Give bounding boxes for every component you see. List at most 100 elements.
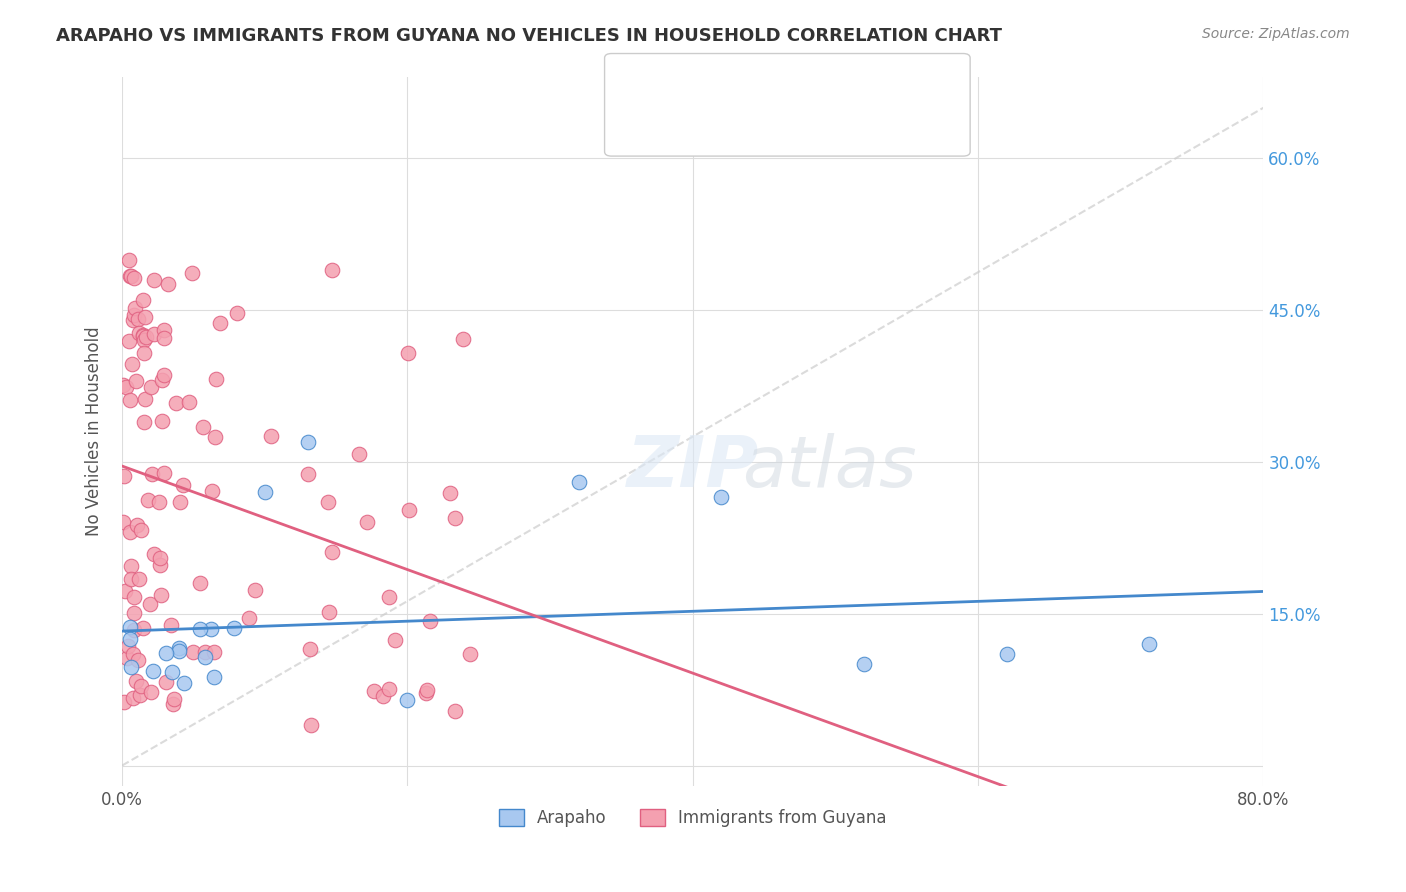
Immigrants from Guyana	[121, 357, 143, 371]
Immigrants from Guyana	[363, 683, 385, 698]
Immigrants from Guyana	[134, 310, 156, 324]
Immigrants from Guyana	[153, 331, 176, 345]
Arapaho	[202, 669, 225, 683]
Arapaho	[120, 620, 142, 634]
Immigrants from Guyana	[204, 430, 226, 444]
Immigrants from Guyana	[122, 623, 145, 637]
Immigrants from Guyana	[142, 273, 165, 287]
Immigrants from Guyana	[384, 632, 406, 647]
Arapaho	[200, 623, 222, 637]
Immigrants from Guyana	[141, 380, 163, 394]
Immigrants from Guyana	[132, 415, 155, 429]
Immigrants from Guyana	[114, 379, 136, 393]
Immigrants from Guyana	[396, 346, 419, 360]
Immigrants from Guyana	[121, 691, 143, 706]
Arapaho	[297, 434, 319, 449]
Immigrants from Guyana	[122, 313, 145, 327]
Immigrants from Guyana	[112, 469, 135, 483]
Text: ARAPAHO VS IMMIGRANTS FROM GUYANA NO VEHICLES IN HOUSEHOLD CORRELATION CHART: ARAPAHO VS IMMIGRANTS FROM GUYANA NO VEH…	[56, 27, 1002, 45]
Immigrants from Guyana	[132, 333, 155, 347]
Immigrants from Guyana	[125, 517, 148, 532]
Immigrants from Guyana	[118, 252, 141, 267]
Immigrants from Guyana	[142, 547, 165, 561]
Arapaho	[155, 646, 177, 660]
Immigrants from Guyana	[419, 614, 441, 628]
Immigrants from Guyana	[181, 645, 204, 659]
Immigrants from Guyana	[152, 323, 174, 337]
Immigrants from Guyana	[238, 610, 260, 624]
Immigrants from Guyana	[201, 484, 224, 499]
Immigrants from Guyana	[134, 392, 156, 406]
Immigrants from Guyana	[128, 326, 150, 341]
Immigrants from Guyana	[156, 277, 179, 291]
Arapaho	[852, 657, 875, 672]
Arapaho	[194, 650, 217, 665]
Immigrants from Guyana	[132, 328, 155, 343]
Immigrants from Guyana	[132, 346, 155, 360]
Immigrants from Guyana	[139, 597, 162, 611]
Immigrants from Guyana	[112, 695, 135, 709]
Immigrants from Guyana	[120, 392, 142, 407]
Immigrants from Guyana	[124, 309, 146, 323]
Text: Source: ZipAtlas.com: Source: ZipAtlas.com	[1202, 27, 1350, 41]
Immigrants from Guyana	[128, 572, 150, 586]
Immigrants from Guyana	[153, 467, 176, 481]
Immigrants from Guyana	[132, 293, 155, 307]
Immigrants from Guyana	[111, 516, 134, 530]
Immigrants from Guyana	[318, 605, 340, 619]
Immigrants from Guyana	[444, 704, 467, 718]
Text: R =  0.023    N = 22: R = 0.023 N = 22	[647, 85, 814, 103]
Immigrants from Guyana	[141, 685, 163, 699]
Immigrants from Guyana	[172, 477, 194, 491]
Immigrants from Guyana	[127, 312, 149, 326]
Immigrants from Guyana	[127, 653, 149, 667]
Immigrants from Guyana	[443, 510, 465, 524]
Immigrants from Guyana	[132, 328, 155, 343]
Immigrants from Guyana	[115, 651, 138, 665]
Immigrants from Guyana	[122, 647, 145, 661]
Immigrants from Guyana	[150, 588, 173, 602]
Immigrants from Guyana	[153, 368, 176, 383]
Immigrants from Guyana	[347, 446, 370, 460]
Immigrants from Guyana	[162, 697, 184, 711]
Immigrants from Guyana	[191, 420, 214, 434]
Immigrants from Guyana	[181, 266, 204, 280]
Immigrants from Guyana	[125, 374, 148, 388]
Immigrants from Guyana	[194, 644, 217, 658]
Immigrants from Guyana	[120, 268, 142, 283]
Immigrants from Guyana	[129, 680, 152, 694]
Arapaho	[222, 621, 245, 635]
Immigrants from Guyana	[321, 544, 343, 558]
Immigrants from Guyana	[297, 467, 319, 482]
Immigrants from Guyana	[226, 306, 249, 320]
Y-axis label: No Vehicles in Household: No Vehicles in Household	[86, 326, 103, 536]
Arapaho	[710, 491, 733, 505]
Immigrants from Guyana	[165, 396, 187, 410]
Immigrants from Guyana	[377, 590, 399, 604]
Arapaho	[118, 632, 141, 646]
Legend: Arapaho, Immigrants from Guyana: Arapaho, Immigrants from Guyana	[492, 803, 893, 834]
Immigrants from Guyana	[122, 606, 145, 620]
Arapaho	[167, 644, 190, 658]
Immigrants from Guyana	[143, 326, 166, 341]
Immigrants from Guyana	[439, 486, 461, 500]
Immigrants from Guyana	[125, 673, 148, 688]
Immigrants from Guyana	[451, 332, 474, 346]
Immigrants from Guyana	[117, 639, 139, 653]
Arapaho	[253, 485, 276, 500]
Arapaho	[167, 641, 190, 656]
Text: ZIP: ZIP	[627, 433, 759, 501]
Immigrants from Guyana	[398, 503, 420, 517]
Immigrants from Guyana	[128, 688, 150, 702]
Immigrants from Guyana	[155, 675, 177, 690]
Immigrants from Guyana	[122, 590, 145, 604]
Immigrants from Guyana	[124, 301, 146, 316]
Immigrants from Guyana	[120, 572, 142, 586]
Arapaho	[160, 665, 183, 679]
Arapaho	[188, 623, 211, 637]
Immigrants from Guyana	[458, 647, 481, 661]
Immigrants from Guyana	[177, 394, 200, 409]
Text: atlas: atlas	[742, 433, 917, 501]
Immigrants from Guyana	[321, 263, 343, 277]
Immigrants from Guyana	[120, 268, 142, 283]
